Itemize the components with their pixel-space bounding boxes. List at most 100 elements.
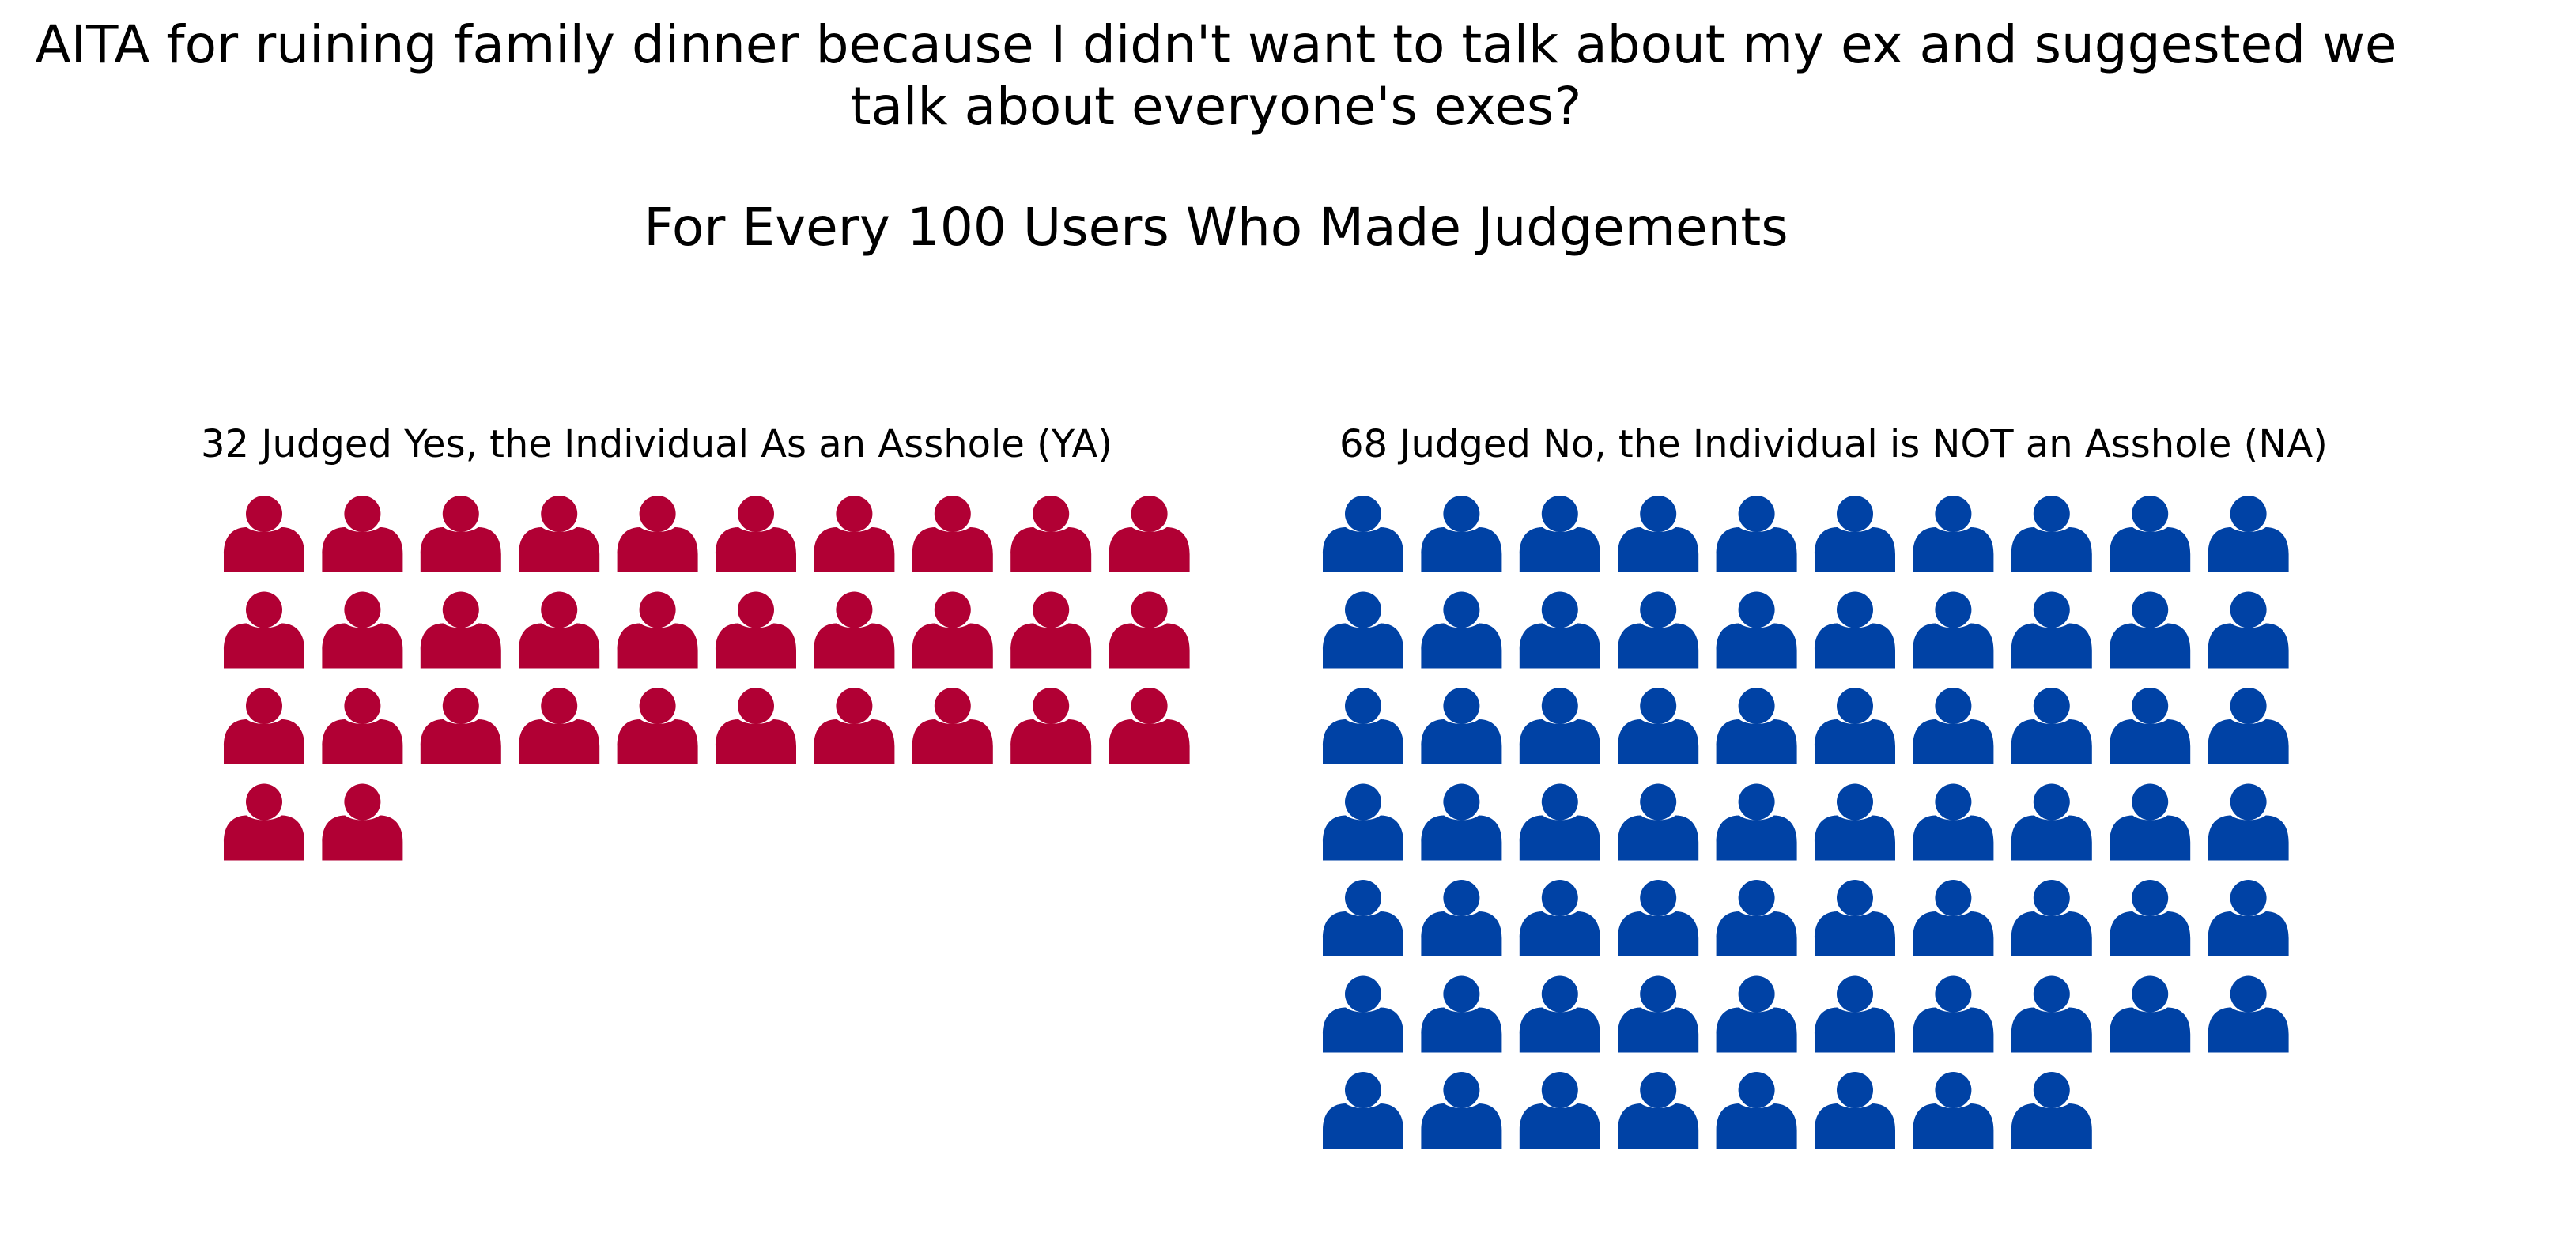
person-icon <box>224 783 304 861</box>
pictogram-group-na <box>1323 496 2289 1149</box>
person-icon <box>2110 880 2191 956</box>
person-icon <box>1519 591 1600 669</box>
person-icon <box>2208 975 2289 1053</box>
person-icon <box>2011 880 2092 956</box>
person-icon <box>519 591 600 669</box>
person-icon <box>2011 496 2092 572</box>
person-icon <box>1716 496 1797 572</box>
person-icon <box>1815 975 1895 1053</box>
person-icon <box>1109 495 1190 572</box>
person-icon <box>1421 496 1502 572</box>
person-icon <box>1716 688 1797 764</box>
person-icon <box>716 591 796 669</box>
pictogram-group-ya <box>224 495 1190 861</box>
chart-title-line-1: AITA for ruining family dinner because I… <box>35 14 2397 75</box>
person-icon <box>1010 591 1092 669</box>
person-icon <box>1716 1072 1797 1149</box>
person-icon <box>2110 783 2191 861</box>
person-icon <box>814 688 895 764</box>
chart-subtitle: For Every 100 Users Who Made Judgements <box>644 197 1788 258</box>
person-icon <box>2110 975 2191 1053</box>
person-icon <box>1323 1072 1403 1149</box>
person-icon <box>1913 496 1994 572</box>
person-icon <box>1323 783 1403 861</box>
chart-title-line-2: talk about everyone's exes? <box>850 76 1582 137</box>
person-icon <box>1716 975 1797 1053</box>
person-icon <box>1323 688 1403 764</box>
person-icon <box>1716 783 1797 861</box>
person-icon <box>1421 591 1502 669</box>
person-icon <box>1323 496 1403 572</box>
person-icon <box>1519 1072 1600 1149</box>
person-icon <box>2110 688 2191 764</box>
person-icon <box>1716 880 1797 956</box>
person-icon <box>617 591 698 669</box>
person-icon <box>1323 975 1403 1053</box>
person-icon <box>519 496 600 572</box>
person-icon <box>2011 975 2092 1053</box>
person-icon <box>2208 783 2289 861</box>
person-icon <box>322 496 403 572</box>
person-icon <box>1815 1072 1895 1149</box>
person-icon <box>1618 975 1699 1053</box>
person-icon <box>1618 591 1699 669</box>
person-icon <box>814 496 895 572</box>
person-icon <box>2208 591 2289 669</box>
person-icon <box>1815 688 1895 764</box>
person-icon <box>1815 783 1895 861</box>
person-icon <box>1815 496 1895 572</box>
person-icon <box>1716 591 1797 669</box>
person-icon <box>2110 591 2191 669</box>
person-icon <box>1913 975 1994 1053</box>
person-icon <box>814 591 895 669</box>
person-icon <box>1913 880 1994 956</box>
person-icon <box>1109 687 1190 764</box>
person-icon <box>1421 880 1502 956</box>
person-icon <box>1618 688 1699 764</box>
person-icon <box>912 591 993 669</box>
person-icon <box>1010 688 1092 764</box>
person-icon <box>1815 591 1895 669</box>
person-icon <box>224 591 304 669</box>
person-icon <box>1913 783 1994 861</box>
person-icon <box>2208 496 2289 572</box>
person-icon <box>420 591 501 669</box>
person-icon <box>224 496 304 572</box>
person-icon <box>912 496 993 572</box>
person-icon <box>2208 880 2289 956</box>
person-icon <box>1519 975 1600 1053</box>
person-icon <box>1618 496 1699 572</box>
person-icon <box>1618 880 1699 956</box>
person-icon <box>912 688 993 764</box>
person-icon <box>617 688 698 764</box>
person-icon <box>617 496 698 572</box>
person-icon <box>1109 591 1190 669</box>
person-icon <box>1618 783 1699 861</box>
panel-title-ya: 32 Judged Yes, the Individual As an Assh… <box>201 422 1113 466</box>
chart-title: AITA for ruining family dinner because I… <box>0 14 2432 138</box>
person-icon <box>1421 1072 1502 1149</box>
person-icon <box>2208 688 2289 764</box>
person-icon <box>716 496 796 572</box>
person-icon <box>1913 688 1994 764</box>
person-icon <box>1421 975 1502 1053</box>
person-icon <box>1519 688 1600 764</box>
person-icon <box>322 688 403 764</box>
person-icon <box>224 688 304 764</box>
person-icon <box>1519 496 1600 572</box>
person-icon <box>420 496 501 572</box>
person-icon <box>2011 591 2092 669</box>
panel-title-na: 68 Judged No, the Individual is NOT an A… <box>1339 422 2328 466</box>
person-icon <box>1618 1072 1699 1149</box>
person-icon <box>1913 591 1994 669</box>
person-icon <box>1421 783 1502 861</box>
person-icon <box>1913 1072 1994 1149</box>
person-icon <box>1323 880 1403 956</box>
person-icon <box>1010 496 1092 572</box>
person-icon <box>2011 688 2092 764</box>
person-icon <box>1519 880 1600 956</box>
person-icon <box>1323 591 1403 669</box>
person-icon <box>2011 1072 2092 1149</box>
person-icon <box>2011 783 2092 861</box>
